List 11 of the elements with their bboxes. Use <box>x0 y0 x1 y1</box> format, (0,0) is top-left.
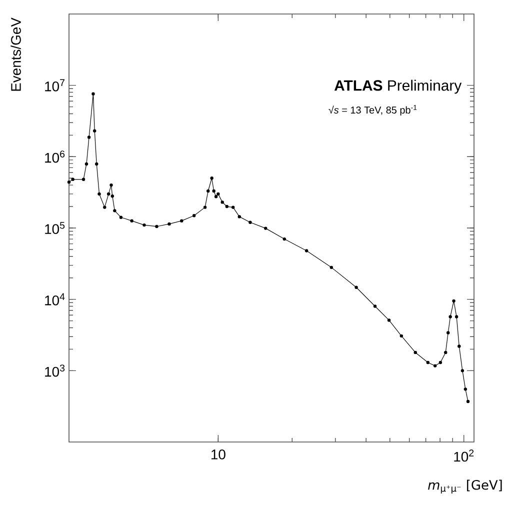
x-tick-label: 10$^{2}$ <box>454 450 474 462</box>
y-axis-title: Events/GeV <box>10 18 21 91</box>
y-tick-label: 10$^{7}$ <box>45 79 64 92</box>
x-tick-label: 10 <box>211 450 226 460</box>
annotation: ATLAS Preliminary <box>334 80 462 94</box>
annotation: √s = 13 TeV, 85 pb$^{-1}$ <box>328 105 417 116</box>
y-tick-label: 10$^{3}$ <box>45 364 65 377</box>
y-tick-label: 10$^{6}$ <box>45 150 65 163</box>
y-tick-label: 10$^{5}$ <box>45 222 65 234</box>
x-axis-title: m$_{μ⁺μ⁻}$ [GeV] <box>428 480 502 494</box>
y-tick-label: 10$^{4}$ <box>45 293 65 306</box>
